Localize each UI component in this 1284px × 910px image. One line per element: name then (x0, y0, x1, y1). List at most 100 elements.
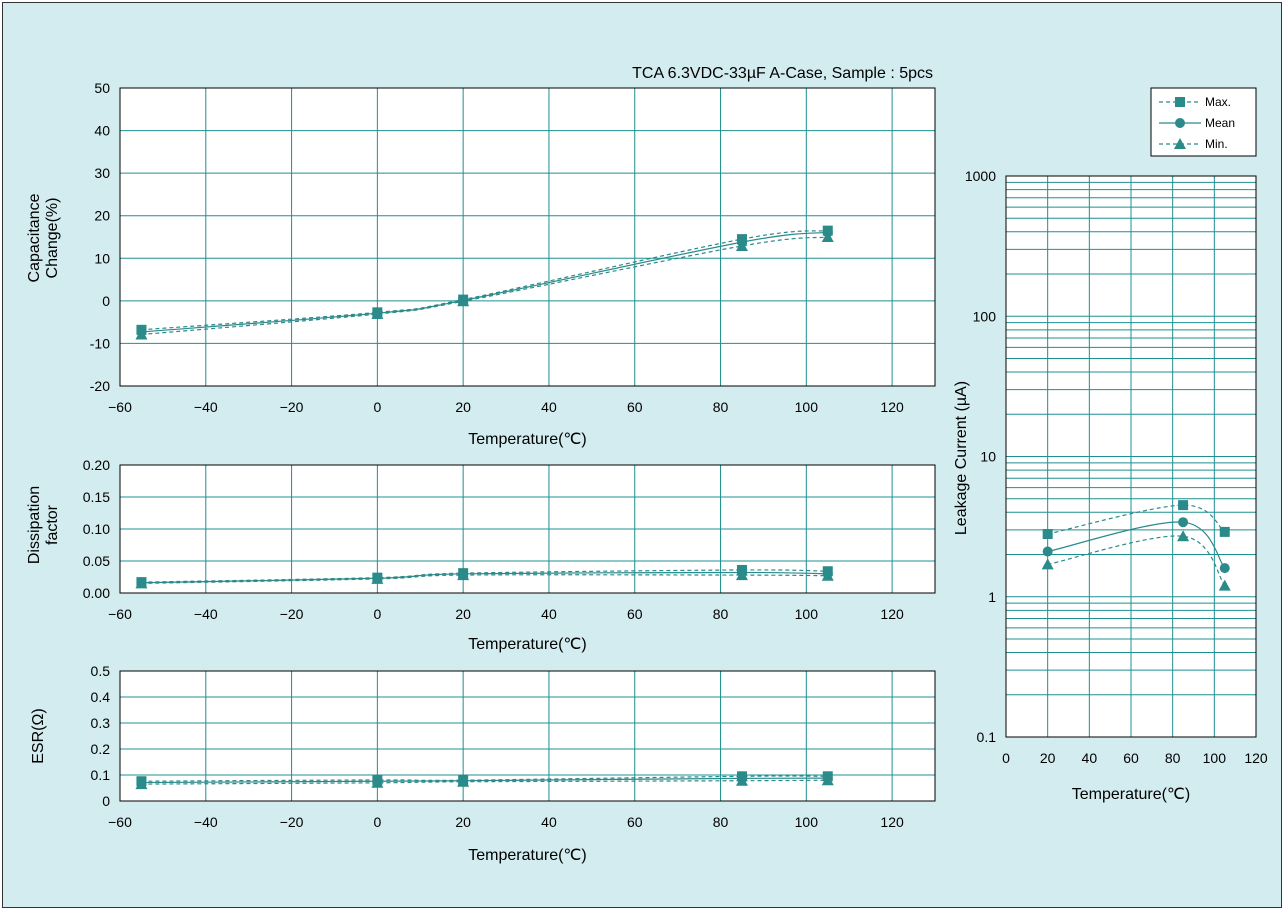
y-tick-label: 40 (94, 123, 110, 139)
x-tick-label: −60 (108, 814, 132, 830)
y-tick-label: 30 (94, 165, 110, 181)
y-tick-label: 0.00 (83, 585, 110, 601)
y-tick-label: 50 (94, 80, 110, 96)
x-tick-label: 120 (880, 606, 904, 622)
y-tick-label: 0.1 (977, 729, 997, 745)
x-tick-label: −40 (194, 814, 218, 830)
y-tick-label: 0.10 (83, 521, 110, 537)
x-tick-label: 120 (1244, 750, 1268, 766)
y-tick-label: -20 (90, 378, 110, 394)
data-point (457, 569, 470, 581)
lc-chart: 0 20 40 60 80 100 120 0.1 1 10 100 1000 Temperature(… (953, 168, 1268, 803)
x-tick-label: 20 (1040, 750, 1056, 766)
x-tick-label: 80 (1165, 750, 1181, 766)
y-tick-label: 10 (980, 449, 996, 465)
y-tick-label: 0 (102, 293, 110, 309)
x-tick-label: 60 (627, 814, 643, 830)
y-axis-label-line: Dissipation (26, 486, 43, 564)
series-min (135, 569, 834, 589)
legend-marker (1174, 138, 1186, 149)
cap-chart: −60 −40 −20 0 20 40 60 80 100 120 -20 -10 0 10 20 30 40 5… (26, 80, 936, 448)
data-point (1218, 579, 1231, 591)
y-tick-label: 1 (988, 589, 996, 605)
esr-plot-border (119, 670, 936, 802)
y-tick-label: 0.05 (83, 553, 110, 569)
x-tick-label: −20 (280, 606, 304, 622)
x-tick-label: 0 (373, 399, 381, 415)
x-tick-label: 100 (1203, 750, 1227, 766)
x-tick-label: 0 (373, 606, 381, 622)
x-tick-label: 80 (713, 814, 729, 830)
data-point (821, 569, 834, 581)
x-tick-label: 40 (541, 814, 557, 830)
legend-label: Mean (1205, 116, 1235, 130)
data-point (1041, 558, 1054, 570)
x-tick-label: −60 (108, 399, 132, 415)
x-tick-label: 20 (455, 399, 471, 415)
series-line (1047, 535, 1226, 587)
y-tick-label: 100 (973, 308, 997, 324)
y-tick-label: 0.2 (91, 741, 111, 757)
y-axis-label: ESR(Ω) (30, 708, 47, 764)
data-point (135, 778, 148, 790)
data-point (1042, 529, 1053, 540)
df-plot-border (119, 464, 936, 594)
x-tick-label: 80 (713, 606, 729, 622)
x-tick-label: 60 (627, 399, 643, 415)
x-tick-label: 20 (455, 814, 471, 830)
y-axis-label: CapacitanceChange(%) (26, 193, 61, 282)
data-point (1178, 517, 1189, 528)
y-tick-label: 0.5 (91, 663, 111, 679)
data-point (735, 774, 748, 786)
data-point (1177, 530, 1190, 542)
data-point (457, 775, 470, 787)
x-tick-label: −40 (194, 606, 218, 622)
x-tick-label: 100 (795, 399, 819, 415)
y-tick-label: 0.15 (83, 489, 110, 505)
esr-chart: −60 −40 −20 0 20 40 60 80 100 120 0 0.1 0.2 0.3 0.4 0.5… (30, 663, 936, 864)
x-tick-label: 60 (1123, 750, 1139, 766)
x-axis-label: Temperature(℃) (468, 636, 586, 653)
y-tick-label: -10 (90, 335, 110, 351)
data-point (135, 328, 148, 340)
data-point (457, 295, 470, 307)
series-line (141, 569, 828, 583)
y-tick-label: 1000 (965, 168, 996, 184)
y-tick-label: 0.4 (91, 689, 111, 705)
cap-plot-area (120, 88, 935, 386)
data-point (1178, 500, 1189, 511)
x-tick-label: 100 (795, 606, 819, 622)
y-tick-label: 10 (94, 250, 110, 266)
y-tick-label: 20 (94, 208, 110, 224)
data-point (1042, 546, 1053, 557)
data-point (371, 308, 384, 320)
x-tick-label: −60 (108, 606, 132, 622)
lc-plot-border (1005, 175, 1257, 738)
data-point (821, 231, 834, 242)
y-axis-label-line: Capacitance (26, 193, 43, 282)
x-tick-label: 0 (1002, 750, 1010, 766)
data-point (1219, 526, 1230, 537)
cap-plot-border (119, 87, 936, 387)
y-axis-label-line: factor (44, 504, 61, 545)
series-min (135, 231, 834, 340)
x-tick-label: 80 (713, 399, 729, 415)
y-tick-label: 0 (102, 793, 110, 809)
df-chart: −60 −40 −20 0 20 40 60 80 100 120 0.00 0.05 0.10 0.15… (26, 457, 936, 653)
series-line (1047, 504, 1226, 535)
legend-box (1150, 87, 1257, 157)
y-axis-label: Dissipationfactor (26, 486, 61, 564)
x-tick-label: 0 (373, 814, 381, 830)
x-tick-label: 60 (627, 606, 643, 622)
x-tick-label: 100 (795, 814, 819, 830)
x-axis-label: Temperature(℃) (1072, 786, 1190, 803)
data-point (135, 577, 148, 589)
legend-marker (1175, 118, 1185, 128)
x-axis-label: Temperature(℃) (468, 847, 586, 864)
series-min (135, 774, 834, 790)
x-tick-label: 40 (541, 399, 557, 415)
x-tick-label: −20 (280, 399, 304, 415)
series-line (141, 574, 828, 584)
y-axis-label-line: ESR(Ω) (30, 708, 47, 764)
